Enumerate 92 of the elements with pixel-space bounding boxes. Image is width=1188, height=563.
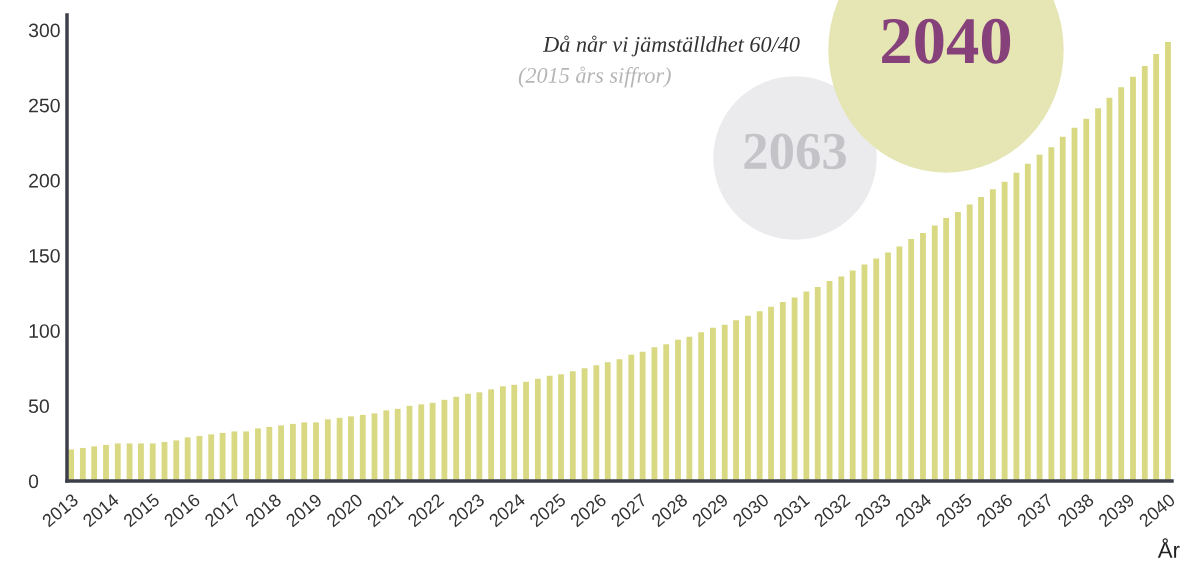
bar	[266, 426, 273, 481]
bar	[1013, 172, 1020, 481]
bar	[943, 217, 950, 481]
x-axis-title: År	[1157, 538, 1180, 558]
annotation: (2015 års siffror)	[518, 66, 671, 88]
bar	[488, 389, 495, 481]
y-tick-label: 50	[28, 399, 49, 414]
annotation: 2040	[882, 18, 1011, 64]
bar	[546, 375, 553, 481]
bar	[219, 432, 226, 481]
y-tick-label: 150	[29, 248, 60, 263]
bar	[394, 408, 401, 481]
bar	[908, 238, 915, 481]
bar	[383, 410, 390, 481]
bar	[604, 362, 611, 481]
bar	[768, 306, 774, 481]
bar	[849, 270, 856, 481]
bar	[710, 327, 716, 481]
bar	[675, 339, 681, 481]
bar	[313, 422, 319, 481]
bar	[1165, 42, 1171, 481]
bar	[628, 354, 635, 481]
bar	[243, 431, 250, 481]
bar	[593, 365, 600, 481]
bar	[721, 324, 728, 481]
bar	[1059, 136, 1066, 481]
bar	[1130, 76, 1136, 481]
bar	[779, 302, 786, 481]
bar	[698, 332, 705, 481]
bar	[989, 189, 996, 481]
bar	[418, 404, 425, 481]
bar	[896, 246, 903, 481]
bar	[301, 422, 308, 481]
y-tick-label: 300	[28, 23, 60, 38]
bar	[359, 414, 366, 481]
bar	[791, 297, 798, 481]
bar	[138, 443, 144, 481]
bar	[429, 402, 436, 481]
bar	[803, 291, 810, 481]
bar	[499, 386, 506, 481]
bar	[1083, 118, 1090, 481]
bar	[744, 315, 751, 481]
bar	[838, 276, 845, 481]
bar	[885, 252, 891, 481]
bar	[149, 443, 156, 481]
bar	[1095, 108, 1101, 481]
bar	[103, 444, 109, 481]
bar	[79, 447, 86, 481]
bar	[1048, 147, 1055, 481]
bar	[920, 232, 926, 481]
annotation: Då når vi jämställdhet 60/40	[542, 35, 800, 57]
bar	[1118, 87, 1125, 481]
bar	[173, 440, 180, 481]
bar	[91, 446, 98, 481]
bar	[255, 428, 261, 481]
bar	[324, 419, 331, 481]
bar	[1153, 54, 1160, 481]
bar	[278, 425, 285, 481]
bar	[1141, 66, 1148, 481]
bar	[208, 434, 215, 481]
bar	[441, 399, 448, 481]
bar	[476, 392, 483, 481]
bar	[1024, 163, 1031, 481]
bar	[453, 396, 460, 481]
bar	[184, 437, 191, 481]
bar	[1001, 181, 1008, 481]
bar	[966, 204, 973, 481]
bar	[348, 416, 354, 481]
y-tick-label: 0	[28, 474, 39, 489]
bar	[534, 378, 541, 481]
y-tick-label: 200	[29, 173, 60, 188]
bar	[114, 443, 121, 481]
bar	[954, 211, 961, 481]
bar	[511, 384, 518, 481]
bar	[733, 320, 740, 481]
bar	[569, 371, 576, 481]
bar	[756, 311, 763, 481]
bar	[814, 287, 821, 481]
bar	[523, 381, 529, 481]
bar	[231, 431, 238, 481]
bar	[931, 225, 938, 481]
bar	[465, 393, 471, 481]
bar	[639, 351, 646, 481]
bar	[336, 417, 343, 481]
bar	[873, 258, 880, 481]
bar	[558, 374, 564, 481]
y-tick-label: 100	[29, 324, 60, 338]
bar	[978, 196, 984, 481]
y-tick-label: 250	[29, 98, 60, 113]
bar	[289, 423, 296, 481]
bar	[686, 336, 693, 481]
bar	[663, 344, 670, 481]
